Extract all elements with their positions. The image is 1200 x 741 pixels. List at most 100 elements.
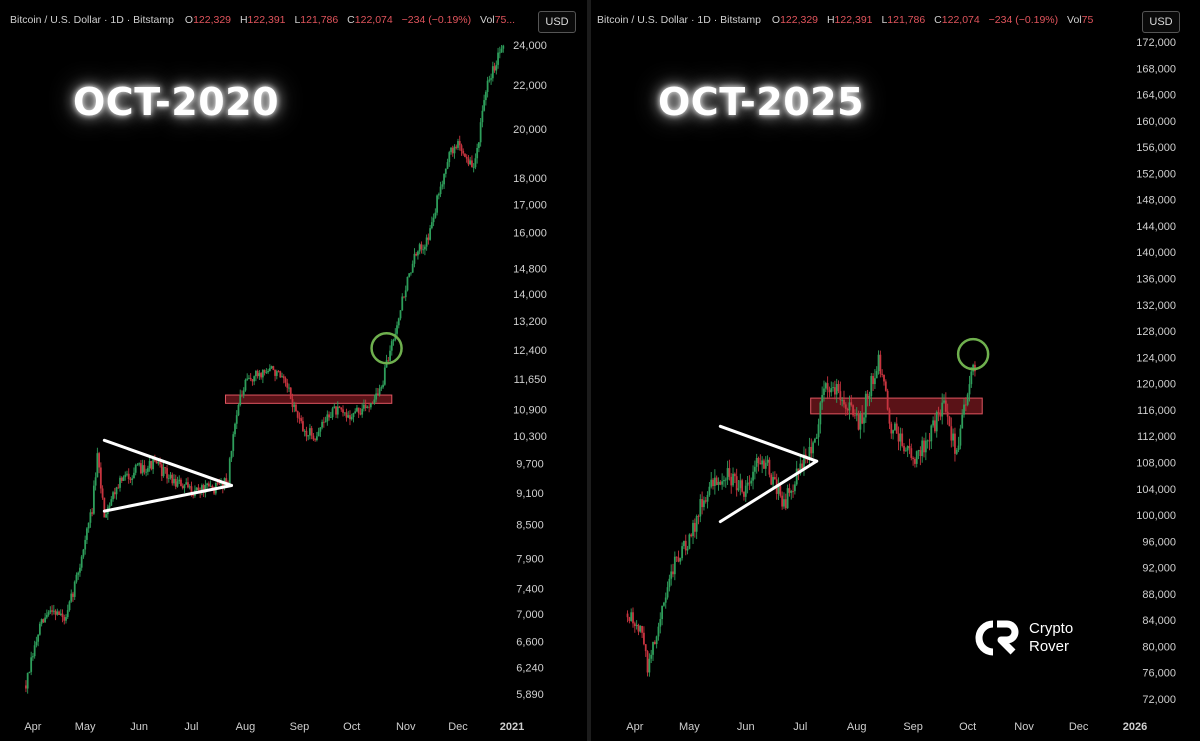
candle-body (310, 428, 313, 436)
candle-body (418, 244, 421, 252)
high-label: H (239, 14, 248, 26)
logo-text-line-1: Crypto (1029, 620, 1074, 637)
x-tick-label: Jun (130, 721, 148, 733)
candle-body (188, 486, 191, 488)
candle-body (411, 263, 414, 273)
candle-body (737, 488, 740, 491)
x-tick-label: Apr (626, 721, 643, 733)
candle-body (730, 476, 733, 486)
candle-body (248, 377, 250, 379)
y-tick-label: 13,200 (513, 316, 547, 328)
candle-body (174, 478, 177, 487)
candle-body (176, 481, 179, 487)
candle-body (58, 611, 60, 616)
candle-body (673, 556, 676, 575)
candle-body (964, 404, 967, 406)
close-value: 122,074 (354, 14, 393, 26)
candle-body (848, 402, 851, 411)
candle-body (432, 217, 435, 223)
candle-body (263, 369, 266, 373)
open-label: O (184, 14, 194, 26)
candle-body (841, 399, 844, 401)
candle-body (96, 453, 99, 478)
symbol-title[interactable]: Bitcoin / U.S. Dollar · 1D · Bitstamp (597, 14, 761, 26)
price-chart-2025[interactable]: 172,000 168,000 164,000 160,000 156,000 152,0… (591, 0, 1200, 741)
y-tick-label: 140,000 (1136, 247, 1176, 259)
candle-body (37, 634, 40, 642)
candle-body (857, 414, 860, 430)
candle-body (230, 450, 233, 459)
candle-body (251, 379, 254, 382)
candle-body (312, 435, 315, 440)
x-axis: Apr May Jun Jul Aug Sep Oct Nov Dec 2026 (626, 721, 1147, 733)
symbol-title[interactable]: Bitcoin / U.S. Dollar · 1D · Bitstamp (10, 14, 174, 26)
candle-body (89, 512, 92, 523)
volume-value: 75 (1081, 14, 1094, 26)
candle-body (167, 478, 170, 479)
candle-body (207, 483, 210, 487)
candle-body (703, 500, 705, 508)
candle-body (901, 433, 904, 446)
change-value: −234 (−0.19%) (988, 14, 1059, 26)
candle-body (833, 387, 836, 395)
candle-body (317, 431, 320, 437)
candle-body (282, 376, 285, 379)
y-tick-label: 6,240 (516, 662, 544, 674)
candle-body (94, 477, 97, 486)
candle-body (646, 651, 649, 673)
price-chart-2020[interactable]: 24,000 22,000 20,000 18,000 17,000 16,000 14,8… (0, 0, 588, 741)
candle-body (790, 491, 793, 493)
candle-body (38, 623, 41, 635)
candle-body (390, 341, 393, 351)
candle-body (661, 605, 664, 620)
candle-body (750, 480, 753, 484)
candle-body (846, 408, 849, 411)
candle-body (408, 273, 411, 277)
y-tick-label: 14,800 (513, 263, 547, 275)
candle-body (635, 624, 638, 627)
candle-body (349, 415, 351, 420)
chart-title: OCT-2025 (658, 80, 865, 124)
currency-button[interactable]: USD (538, 11, 576, 33)
candle-body (870, 376, 873, 397)
candle-body (404, 290, 407, 298)
candle-body (44, 617, 47, 623)
candle-body (246, 378, 249, 380)
candle-body (810, 446, 813, 454)
candle-body (451, 147, 454, 154)
candle-body (359, 413, 362, 415)
candle-body (483, 100, 486, 111)
y-tick-label: 7,900 (516, 553, 544, 565)
candle-body (143, 465, 146, 472)
candle-body (464, 153, 466, 157)
candle-body (462, 151, 465, 154)
candle-body (364, 404, 367, 408)
candle-body (61, 613, 64, 618)
candle-body (441, 184, 444, 187)
currency-button[interactable]: USD (1142, 11, 1180, 33)
candle-body (710, 479, 713, 487)
candle-body (131, 478, 134, 480)
candle-body (51, 610, 53, 612)
x-tick-label: Dec (1069, 721, 1089, 733)
candle-body (357, 407, 360, 414)
x-tick-label: Jun (737, 721, 755, 733)
candle-body (164, 467, 167, 469)
candle-body (934, 420, 936, 432)
candle-body (753, 466, 756, 472)
candle-body (670, 571, 673, 579)
candle-body (498, 52, 501, 54)
candle-body (895, 423, 898, 434)
low-value: 121,786 (887, 14, 926, 26)
candle-body (630, 612, 633, 621)
close-label: C (934, 14, 942, 26)
candle-body (422, 249, 425, 251)
candle-body (361, 408, 364, 415)
y-tick-label: 164,000 (1136, 90, 1176, 102)
candle-body (444, 168, 447, 174)
candle-body (655, 636, 658, 645)
x-tick-label: Nov (396, 721, 416, 733)
candle-body (380, 387, 383, 389)
candle-body (112, 492, 114, 500)
y-tick-label: 20,000 (513, 124, 547, 136)
